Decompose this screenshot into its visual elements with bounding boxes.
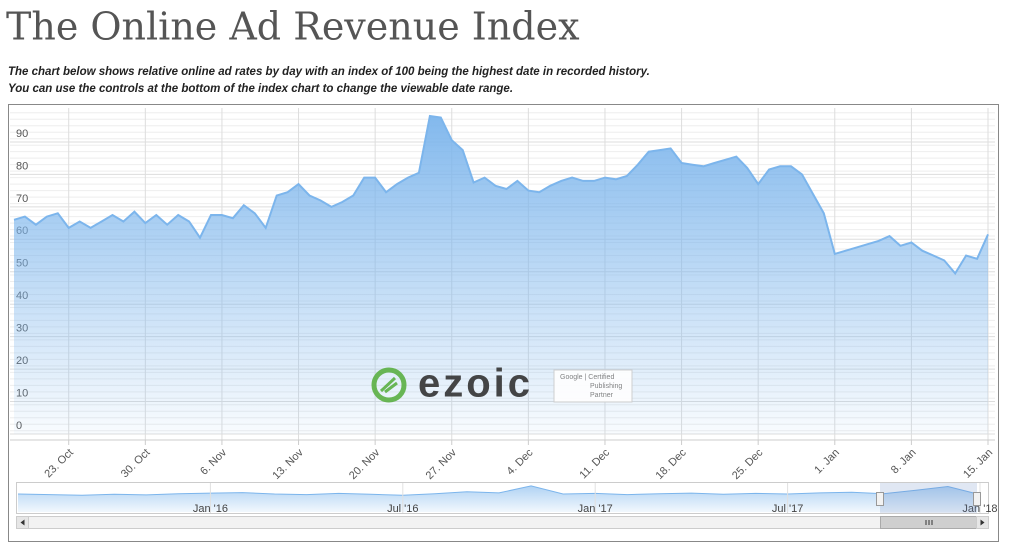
page-title: The Online Ad Revenue Index — [6, 5, 580, 49]
navigator-handle[interactable] — [876, 492, 884, 506]
y-tick-label: 70 — [16, 193, 28, 205]
navigator-handle[interactable] — [973, 492, 981, 506]
plot — [13, 114, 989, 434]
badge-text: Publishing — [590, 383, 622, 390]
brand-icon — [371, 367, 407, 403]
badge — [553, 369, 633, 403]
badge-text: Google | Certified — [560, 374, 614, 381]
watermark: ezoic Google | Certified Publishing Part… — [371, 362, 633, 406]
description-line: The chart below shows relative online ad… — [8, 66, 650, 78]
navigator-label: Jul '17 — [772, 503, 803, 515]
navigator-label: Jul '16 — [387, 503, 418, 515]
navigator-line — [17, 485, 981, 496]
description-line: You can use the controls at the bottom o… — [8, 83, 513, 95]
arrow — [980, 519, 985, 526]
brand-icon — [379, 376, 398, 394]
scrollbar-grip — [925, 520, 933, 525]
navigator-selection[interactable] — [880, 483, 977, 513]
y-tick-label: 90 — [16, 128, 28, 140]
arrow — [20, 519, 25, 526]
badge-text: Partner — [590, 392, 614, 399]
brand-name: ezoic — [418, 362, 533, 406]
navigator-label: Jan '16 — [193, 503, 228, 515]
navigator-area — [18, 485, 980, 512]
scrollbar-track[interactable] — [16, 516, 989, 529]
y-tick-label: 80 — [16, 160, 28, 172]
navigator: Jan '16 Jul '16 Jan '17 Jul '17 Jan '18 — [16, 482, 998, 515]
navigator-label: Jan '17 — [578, 503, 613, 515]
line — [13, 114, 989, 276]
area-fill — [14, 116, 988, 434]
navigator-label: Jan '18 — [962, 503, 997, 515]
